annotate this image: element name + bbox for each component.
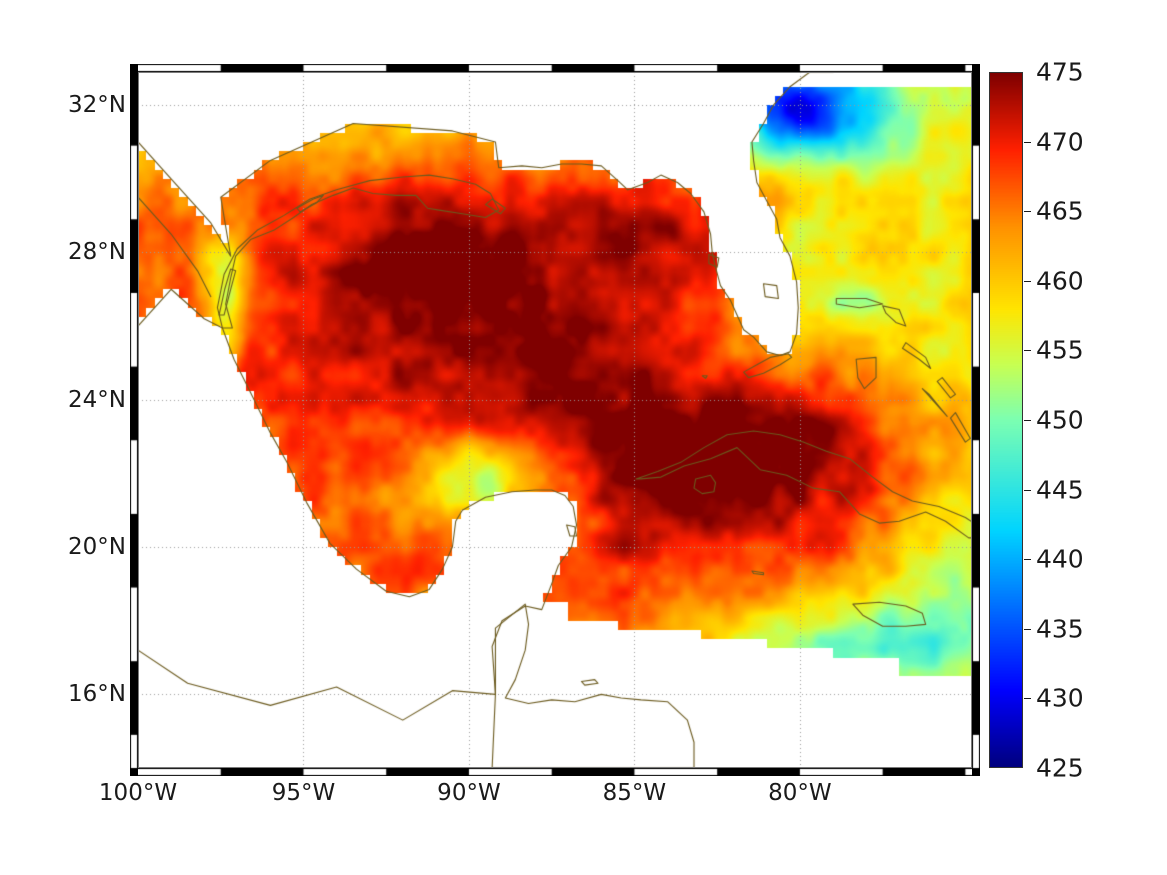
colorbar-tickmark-5 [1024,420,1031,421]
colorbar-tickmark-9 [1024,142,1031,143]
colorbar-tick-label-7: 460 [1036,266,1084,296]
colorbar-tick-label-0: 425 [1036,753,1084,783]
colorbar-tick-label-6: 455 [1036,335,1084,365]
axis-line-bottom [138,767,973,768]
sst-heatmap-raster [138,72,972,768]
colorbar-tickmark-8 [1024,211,1031,212]
map-plot-area [138,72,972,768]
colorbar-tickmark-3 [1024,559,1031,560]
y-tick-1: 20°N [68,534,126,561]
y-tick-3: 28°N [68,239,126,266]
colorbar-tickmark-6 [1024,350,1031,351]
y-tick-0: 16°N [68,681,126,708]
map-frame-bottom [130,768,980,776]
colorbar-tickmark-4 [1024,490,1031,491]
y-tick-4: 32°N [68,92,126,119]
colorbar-gradient [990,73,1022,767]
x-tick-1: 95°W [271,780,336,806]
colorbar-tick-label-3: 440 [1036,544,1084,574]
axis-line-top [138,72,972,73]
axis-line-left [138,72,139,768]
colorbar [989,72,1023,768]
x-tick-2: 90°W [437,780,501,806]
x-tick-0: 100°W [98,780,178,806]
axis-line-right [971,72,972,768]
colorbar-tick-label-10: 475 [1036,57,1084,87]
colorbar-tick-label-1: 430 [1036,683,1084,713]
map-frame-right [972,64,980,776]
colorbar-tick-label-5: 450 [1036,405,1084,435]
map-frame-top [130,64,980,72]
x-tick-4: 80°W [768,780,832,806]
colorbar-tick-label-9: 470 [1036,127,1084,157]
colorbar-tickmark-2 [1024,629,1031,630]
y-tick-2: 24°N [68,386,126,413]
map-frame-left [130,64,138,776]
colorbar-tick-label-4: 445 [1036,475,1084,505]
colorbar-tickmark-7 [1024,281,1031,282]
colorbar-tickmark-1 [1024,698,1031,699]
colorbar-tick-label-2: 435 [1036,614,1084,644]
colorbar-tick-label-8: 465 [1036,196,1084,226]
x-tick-3: 85°W [602,780,667,806]
